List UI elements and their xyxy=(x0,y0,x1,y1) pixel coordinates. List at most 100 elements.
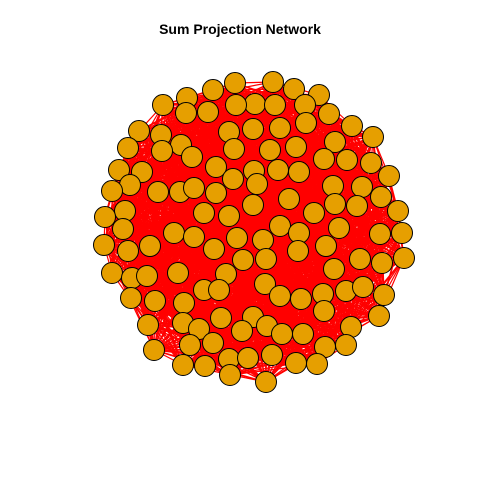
network-node xyxy=(252,229,274,251)
network-node xyxy=(144,290,166,312)
network-node xyxy=(117,240,139,262)
network-node xyxy=(181,146,203,168)
network-node xyxy=(288,161,310,183)
network-node xyxy=(202,332,224,354)
network-node xyxy=(346,195,368,217)
network-node xyxy=(328,217,350,239)
network-edge xyxy=(154,273,227,302)
network-node xyxy=(318,103,340,125)
network-node xyxy=(203,238,225,260)
network-node xyxy=(244,93,266,115)
network-node xyxy=(264,94,286,116)
network-node xyxy=(360,152,382,174)
network-node xyxy=(175,102,197,124)
network-node xyxy=(128,120,150,142)
network-node xyxy=(335,334,357,356)
network-node xyxy=(295,112,317,134)
plot-title: Sum Projection Network xyxy=(159,21,321,37)
network-node xyxy=(255,248,277,270)
network-node xyxy=(287,240,309,262)
network-node xyxy=(246,173,268,195)
network-node xyxy=(101,180,123,202)
network-edge xyxy=(298,162,372,173)
network-node xyxy=(315,235,337,257)
network-edge xyxy=(122,212,205,230)
network-node xyxy=(306,353,328,375)
network-edge xyxy=(302,294,385,335)
network-node xyxy=(254,273,276,295)
network-node xyxy=(369,223,391,245)
network-node xyxy=(324,193,346,215)
network-node xyxy=(283,78,305,100)
network-node xyxy=(362,126,384,148)
network-node xyxy=(172,354,194,376)
network-node xyxy=(371,252,393,274)
network-node xyxy=(262,71,284,93)
network-node xyxy=(290,288,312,310)
network-edge xyxy=(177,268,335,274)
network-edge xyxy=(173,183,258,234)
network-node xyxy=(259,139,281,161)
network-edge xyxy=(228,122,307,133)
network-node xyxy=(373,284,395,306)
network-edge xyxy=(213,248,299,252)
network-node xyxy=(237,347,259,369)
network-edge xyxy=(256,183,334,187)
network-node xyxy=(152,94,174,116)
network-node xyxy=(378,165,400,187)
network-edge xyxy=(154,300,184,366)
network-node xyxy=(336,149,358,171)
network-node xyxy=(197,101,219,123)
network-edge xyxy=(130,297,184,366)
network-node xyxy=(112,218,134,240)
network-node xyxy=(271,323,293,345)
network-node xyxy=(242,118,264,140)
network-node xyxy=(292,323,314,345)
network-node xyxy=(139,235,161,257)
network-node xyxy=(349,248,371,270)
network-node xyxy=(226,227,248,249)
network-node xyxy=(387,200,409,222)
network-node xyxy=(303,202,325,224)
network-node xyxy=(205,156,227,178)
network-node xyxy=(242,194,264,216)
network-node xyxy=(173,292,195,314)
network-node xyxy=(269,215,291,237)
network-node xyxy=(219,364,241,386)
network-node xyxy=(137,314,159,336)
network-node xyxy=(313,300,335,322)
network-node xyxy=(167,262,189,284)
network-node xyxy=(232,249,254,271)
network-node xyxy=(285,136,307,158)
network-node xyxy=(183,226,205,248)
network-node xyxy=(218,205,240,227)
network-node xyxy=(370,186,392,208)
network-node xyxy=(108,159,130,181)
network-node xyxy=(255,371,277,393)
network-node xyxy=(225,94,247,116)
network-node xyxy=(267,159,289,181)
network-edge xyxy=(271,315,380,356)
network-node xyxy=(352,276,374,298)
network-node xyxy=(120,287,142,309)
network-node xyxy=(93,234,115,256)
network-node xyxy=(278,188,300,210)
network-edge xyxy=(180,141,336,146)
network-node xyxy=(261,344,283,366)
network-node xyxy=(391,222,413,244)
network-node xyxy=(393,247,415,269)
network-edge xyxy=(124,210,205,214)
network-node xyxy=(210,307,232,329)
node-layer xyxy=(93,71,415,393)
network-node xyxy=(341,115,363,137)
network-node xyxy=(205,182,227,204)
network-node xyxy=(231,320,253,342)
network-node xyxy=(223,138,245,160)
network-node xyxy=(117,137,139,159)
network-node xyxy=(94,206,116,228)
network-node xyxy=(151,140,173,162)
network-edge xyxy=(180,125,353,146)
network-edge xyxy=(127,236,195,252)
network-edge xyxy=(122,183,258,230)
